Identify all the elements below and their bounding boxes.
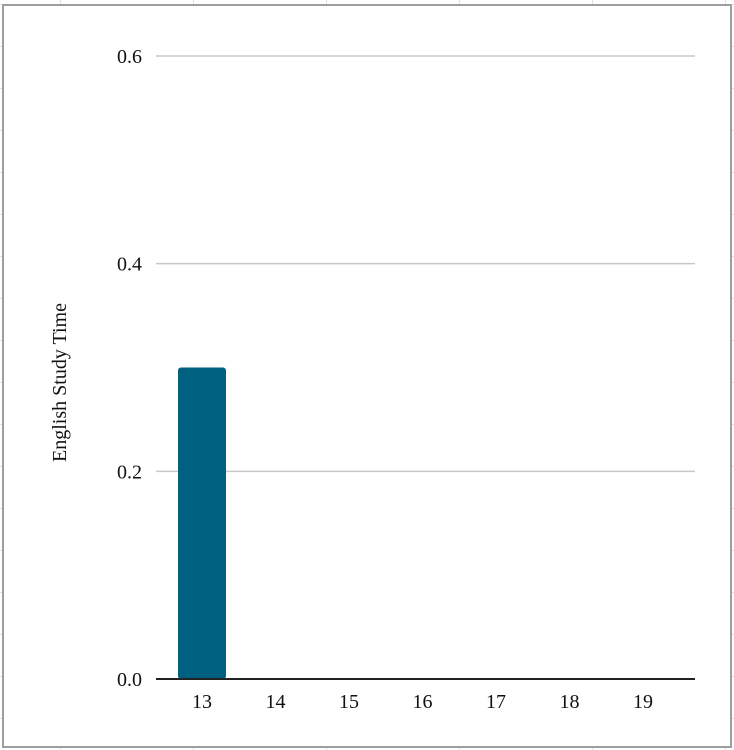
x-tick-label-18: 18 — [560, 691, 580, 713]
bar-chart: 0.0 0.2 0.4 0.6 13 14 15 16 17 18 19 English Stud… — [49, 46, 695, 713]
y-tick-label: 0.6 — [117, 46, 142, 68]
x-tick-label-16: 16 — [413, 691, 433, 713]
x-tick-label-17: 17 — [486, 691, 506, 713]
y-tick-labels: 0.0 0.2 0.4 0.6 — [117, 46, 142, 691]
y-tick-label: 0.2 — [117, 461, 142, 483]
y-axis-title: English Study Time — [49, 303, 71, 462]
bar-13[interactable] — [178, 367, 226, 680]
x-tick-label-14: 14 — [266, 691, 286, 713]
x-tick-label-19: 19 — [633, 691, 653, 713]
grid-lines — [156, 55, 695, 473]
chart-frame[interactable]: 0.0 0.2 0.4 0.6 13 14 15 16 17 18 19 English Stud… — [2, 4, 732, 748]
x-tick-label-13: 13 — [192, 691, 212, 713]
x-tick-label-15: 15 — [339, 691, 359, 713]
x-tick-labels: 13 14 15 16 17 18 19 — [192, 691, 653, 713]
y-tick-label: 0.0 — [117, 669, 142, 691]
bars — [178, 367, 226, 680]
y-tick-label: 0.4 — [117, 254, 142, 276]
